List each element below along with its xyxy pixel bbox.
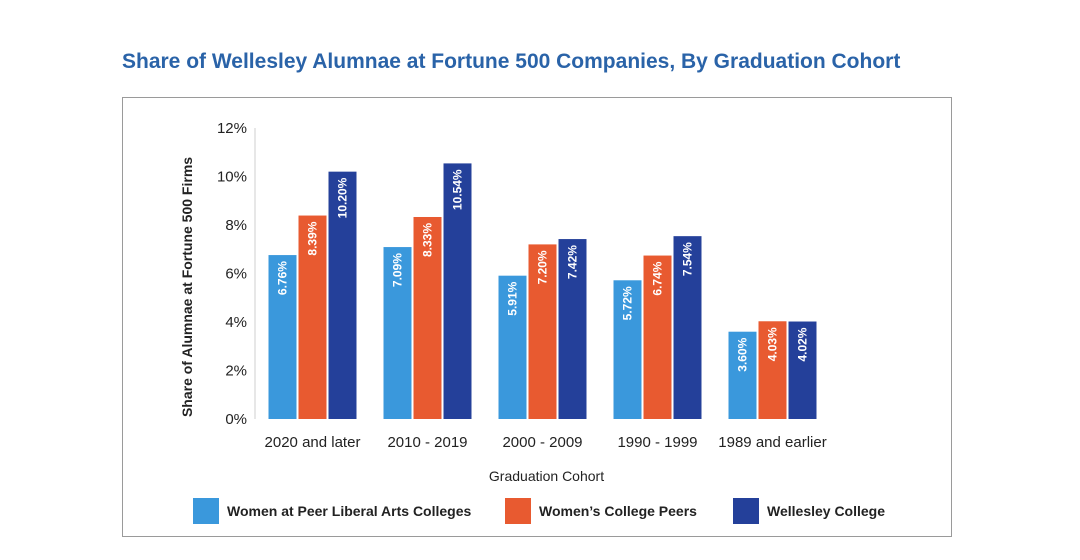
bar	[413, 216, 442, 419]
data-label: 10.54%	[451, 169, 465, 210]
legend-label: Wellesley College	[767, 503, 885, 519]
chart-frame	[122, 97, 952, 537]
data-label: 6.76%	[276, 261, 290, 295]
data-label: 7.42%	[566, 245, 580, 279]
y-axis-title: Share of Alumnae at Fortune 500 Firms	[179, 157, 195, 417]
data-label: 8.39%	[306, 221, 320, 255]
bar	[643, 255, 672, 419]
data-label: 6.74%	[651, 261, 665, 295]
y-tick-label: 2%	[225, 363, 247, 380]
legend-swatch	[733, 498, 759, 524]
y-tick-label: 0%	[225, 411, 247, 428]
bar	[788, 321, 817, 419]
x-tick-label: 2000 - 2009	[502, 434, 582, 451]
x-axis-title: Graduation Cohort	[489, 468, 604, 484]
bar	[383, 247, 412, 419]
bar	[558, 239, 587, 419]
bar	[613, 280, 642, 419]
bar	[673, 236, 702, 419]
bar	[443, 163, 472, 419]
bar	[728, 331, 757, 419]
data-label: 7.54%	[681, 242, 695, 276]
bar	[758, 321, 787, 419]
y-tick-label: 4%	[225, 314, 247, 331]
chart-title: Share of Wellesley Alumnae at Fortune 50…	[122, 50, 901, 73]
y-tick-label: 12%	[217, 120, 247, 137]
bar	[328, 171, 357, 419]
data-label: 3.60%	[736, 337, 750, 371]
y-tick-label: 10%	[217, 169, 247, 186]
y-tick-label: 8%	[225, 217, 247, 234]
bar	[268, 255, 297, 419]
y-tick-label: 6%	[225, 266, 247, 283]
data-label: 4.03%	[766, 327, 780, 361]
x-tick-label: 1989 and earlier	[718, 434, 826, 451]
data-label: 7.09%	[391, 253, 405, 287]
data-label: 7.20%	[536, 250, 550, 284]
legend-label: Women at Peer Liberal Arts Colleges	[227, 503, 472, 519]
bar	[498, 275, 527, 419]
data-label: 10.20%	[336, 177, 350, 218]
data-label: 8.33%	[421, 223, 435, 257]
x-tick-label: 2020 and later	[265, 434, 361, 451]
x-tick-label: 1990 - 1999	[617, 434, 697, 451]
legend-swatch	[505, 498, 531, 524]
legend-label: Women’s College Peers	[539, 503, 697, 519]
bar	[528, 244, 557, 419]
data-label: 5.91%	[506, 281, 520, 315]
legend-swatch	[193, 498, 219, 524]
data-label: 5.72%	[621, 286, 635, 320]
x-tick-label: 2010 - 2019	[387, 434, 467, 451]
data-label: 4.02%	[796, 327, 810, 361]
bar	[298, 215, 327, 419]
